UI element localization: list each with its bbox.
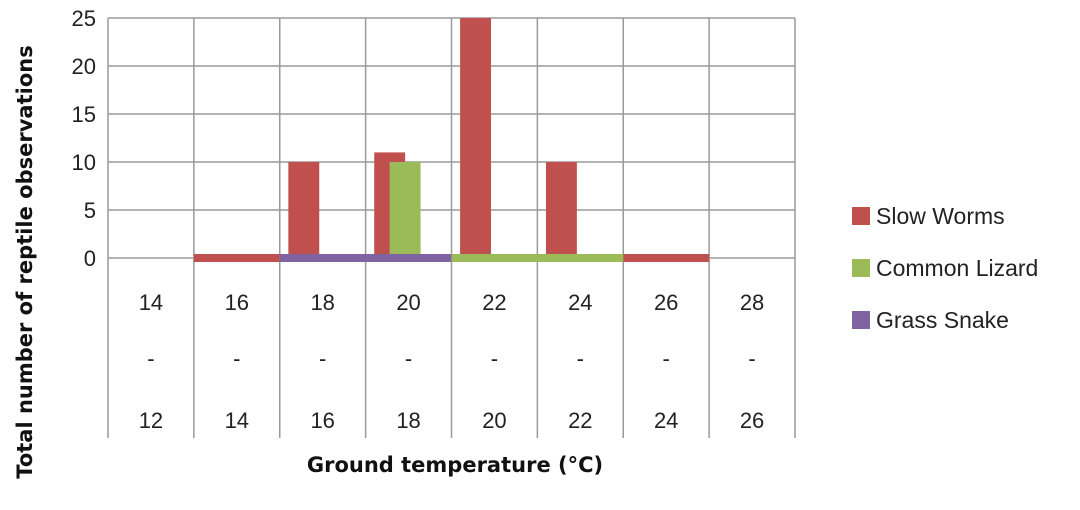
- legend-item-common-lizard: Common Lizard: [852, 242, 1038, 294]
- y-tick-label: 15: [72, 102, 96, 127]
- x-category-label: 24: [654, 408, 678, 433]
- x-category-label: 16: [310, 408, 334, 433]
- x-category-label: 26: [654, 290, 678, 315]
- x-category-label: 24: [568, 290, 592, 315]
- x-category-label: 20: [482, 408, 506, 433]
- x-category-label: 16: [225, 290, 249, 315]
- x-category-label: -: [319, 346, 326, 371]
- x-category-label: 14: [225, 408, 249, 433]
- y-tick-labels: 0 5 10 15 20 25: [72, 6, 96, 271]
- x-category-label: 26: [740, 408, 764, 433]
- y-tick-label: 20: [72, 54, 96, 79]
- y-tick-label: 10: [72, 150, 96, 175]
- legend-swatch-slow-worms: [852, 207, 870, 225]
- x-category-label: 18: [396, 408, 420, 433]
- bar-slow-worms: [545, 162, 577, 258]
- legend-swatch-common-lizard: [852, 259, 870, 277]
- x-category-label: -: [491, 346, 498, 371]
- zero-strip-common-lizard: [451, 254, 624, 262]
- legend-label-grass-snake: Grass Snake: [876, 306, 1009, 333]
- x-category-label: -: [748, 346, 755, 371]
- bar-common-lizard: [389, 162, 421, 258]
- x-axis-title: Ground temperature (°C): [307, 453, 603, 477]
- bar-slow-worms: [288, 162, 320, 258]
- x-category-label: -: [663, 346, 670, 371]
- x-category-label: 22: [568, 408, 592, 433]
- y-axis-title: Total number of reptile observations: [13, 45, 37, 478]
- bar-layer: [193, 18, 710, 262]
- zero-strip-slow-worms: [623, 254, 710, 262]
- x-category-label: 18: [310, 290, 334, 315]
- legend-item-slow-worms: Slow Worms: [852, 190, 1038, 242]
- x-category-labels: 14 - 12 16 - 14 18 - 16 20 - 18 22 - 20 24 - 22 26 - 24 28 - 26: [139, 290, 765, 433]
- x-category-label: -: [577, 346, 584, 371]
- y-tick-label: 25: [72, 6, 96, 31]
- grid-layer: [107, 17, 796, 438]
- legend-item-grass-snake: Grass Snake: [852, 294, 1038, 346]
- zero-strip-grass-snake: [279, 254, 452, 262]
- x-category-label: -: [405, 346, 412, 371]
- x-category-label: 28: [740, 290, 764, 315]
- legend-label-slow-worms: Slow Worms: [876, 202, 1005, 229]
- bar-slow-worms: [460, 18, 492, 258]
- x-category-label: 14: [139, 290, 163, 315]
- legend: Slow Worms Common Lizard Grass Snake: [852, 190, 1038, 346]
- x-category-label: -: [233, 346, 240, 371]
- x-category-label: 12: [139, 408, 163, 433]
- y-tick-label: 0: [84, 246, 96, 271]
- x-category-label: -: [147, 346, 154, 371]
- x-category-label: 22: [482, 290, 506, 315]
- legend-label-common-lizard: Common Lizard: [876, 254, 1039, 281]
- legend-swatch-grass-snake: [852, 311, 870, 329]
- zero-strip-slow-worms: [193, 254, 280, 262]
- y-tick-label: 5: [84, 198, 96, 223]
- x-category-label: 20: [396, 290, 420, 315]
